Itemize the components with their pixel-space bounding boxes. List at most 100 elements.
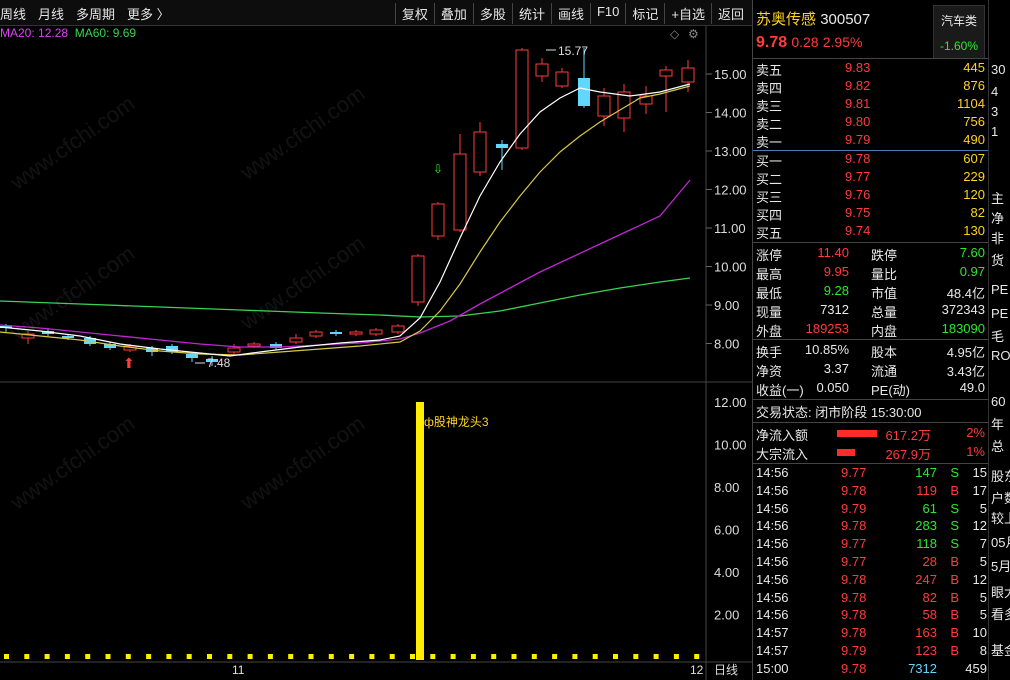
volume-dot — [44, 654, 50, 659]
f10-button[interactable]: F10 — [589, 3, 625, 24]
tick-price: 9.78 — [841, 625, 867, 641]
bid-label: 买三 — [756, 190, 783, 205]
bid-price: 9.77 — [845, 169, 871, 184]
tick-time: 14:57 — [756, 643, 789, 658]
candle — [515, 48, 529, 150]
bid-row[interactable]: 买二 9.77 229 — [753, 169, 989, 187]
mark-button[interactable]: 标记 — [625, 3, 664, 24]
stat-row: 净资 3.37 流通 3.43亿 — [753, 361, 989, 379]
volume-dot — [146, 654, 152, 659]
stat-label: 换手 — [756, 345, 783, 360]
side-strip-label: 净 — [991, 211, 1005, 226]
tab-monthly[interactable]: 月线 — [38, 7, 65, 22]
tick-count: 15 — [972, 465, 987, 480]
bid-row[interactable]: 买五 9.74 130 — [753, 223, 989, 241]
volume-dot — [349, 654, 355, 659]
back-button[interactable]: 返回 — [710, 3, 750, 24]
volume-dot — [389, 654, 395, 659]
candle — [473, 122, 487, 176]
tick-time: 14:56 — [756, 482, 789, 498]
tab-multi-period[interactable]: 多周期 — [76, 7, 116, 22]
candle — [578, 48, 590, 108]
overlay-button[interactable]: 叠加 — [433, 3, 473, 24]
flow-row: 大宗流入 267.9万 1% — [753, 444, 989, 462]
tick-count: 10 — [972, 625, 987, 641]
draw-line-button[interactable]: 画线 — [550, 3, 590, 24]
high-price-label: 15.77 — [558, 44, 588, 58]
flow-pct: 2% — [966, 425, 985, 440]
tick-volume: 119 — [916, 482, 937, 498]
stat-label: 市值 — [871, 286, 898, 301]
tick-volume: 123 — [915, 643, 937, 658]
ask-row[interactable]: 卖五 9.83 445 — [753, 60, 989, 78]
bid-row[interactable]: 买三 9.76 120 — [753, 187, 989, 205]
up-arrow-icon: ⬆ — [123, 355, 135, 371]
bid-row[interactable]: 买一 9.78 607 — [753, 151, 989, 169]
tick-price: 9.78 — [841, 660, 867, 676]
side-strip-label: 看多 — [991, 607, 1010, 622]
tick-volume: 28 — [922, 554, 937, 569]
volume-dot — [369, 654, 375, 659]
side-strip-label: 1 — [991, 124, 999, 139]
stat-row: 外盘 189253 内盘 183090 — [753, 321, 989, 339]
settings-icon: ⚙ — [688, 27, 699, 41]
tab-weekly[interactable]: 周线 — [0, 7, 27, 22]
volume-tick-label: 12.00 — [714, 395, 747, 410]
volume-dot — [552, 654, 558, 659]
tick-volume: 7312 — [908, 660, 937, 676]
stat-value: 0.97 — [959, 264, 985, 279]
ask-price: 9.83 — [845, 60, 871, 75]
stat-label: 涨停 — [756, 248, 783, 263]
bid-volume: 607 — [963, 151, 985, 166]
kline-chart[interactable]: ◇ ⚙ 15.00 14.00 13.00 12.00 11.00 10.00 9.00 8.… — [0, 26, 752, 680]
stat-row: 最高 9.95 量比 0.97 — [753, 264, 989, 282]
tab-more[interactable]: 更多 〉 — [127, 7, 170, 22]
stat-label: 总量 — [871, 305, 898, 320]
x-label-11: 11 — [232, 663, 245, 677]
volume-dot — [450, 654, 456, 659]
adjust-button[interactable]: 复权 — [394, 3, 434, 24]
volume-dot — [267, 654, 273, 659]
volume-dot — [105, 654, 111, 659]
add-watchlist-button[interactable]: +自选 — [664, 3, 711, 24]
multi-stock-button[interactable]: 多股 — [472, 3, 512, 24]
stat-row: 换手 10.85% 股本 4.95亿 — [753, 342, 989, 360]
tick-time: 14:56 — [756, 536, 789, 552]
bid-volume: 229 — [963, 169, 985, 184]
bid-volume: 130 — [963, 223, 985, 238]
tick-time: 14:56 — [756, 589, 789, 605]
candle — [453, 134, 467, 232]
sector-box[interactable]: 汽车类 -1.60% — [933, 5, 985, 59]
trade-status: 交易状态: 闭市阶段 15:30:00 — [753, 402, 989, 420]
volume-dot — [653, 654, 659, 659]
side-strip-label: PE — [991, 306, 1009, 321]
bid-label: 买一 — [756, 154, 783, 169]
ask-row[interactable]: 卖四 9.82 876 — [753, 78, 989, 96]
stat-row: 收益(一) 0.050 PE(动) 49.0 — [753, 380, 989, 398]
bid-volume: 82 — [970, 205, 985, 220]
bid-row[interactable]: 买四 9.75 82 — [753, 205, 989, 223]
candle — [431, 202, 445, 240]
stat-label: 现量 — [756, 305, 783, 320]
tick-price: 9.79 — [841, 643, 867, 658]
tick-direction: B — [950, 625, 959, 641]
side-strip-label: 总 — [991, 439, 1005, 454]
tick-price: 9.77 — [841, 554, 867, 569]
volume-dot — [470, 654, 476, 659]
volume-dot — [125, 654, 131, 659]
bid-label: 买二 — [756, 172, 783, 187]
sector-name: 汽车类 — [940, 14, 977, 28]
ask-row[interactable]: 卖二 9.80 756 — [753, 114, 989, 132]
statistics-button[interactable]: 统计 — [511, 3, 551, 24]
price-tick-label: 12.00 — [714, 183, 747, 198]
volume-dot — [633, 654, 639, 659]
volume-tick-label: 6.00 — [714, 523, 739, 538]
candle — [206, 356, 218, 366]
stock-header: 苏奥传感 300507 — [756, 8, 870, 29]
stat-label: 最低 — [756, 286, 783, 301]
volume-dot — [308, 654, 314, 659]
ask-row[interactable]: 卖三 9.81 1104 — [753, 96, 989, 114]
side-strip-label: 主 — [991, 191, 1005, 206]
ask-row[interactable]: 卖一 9.79 490 — [753, 132, 989, 150]
tick-count: 8 — [979, 643, 987, 658]
